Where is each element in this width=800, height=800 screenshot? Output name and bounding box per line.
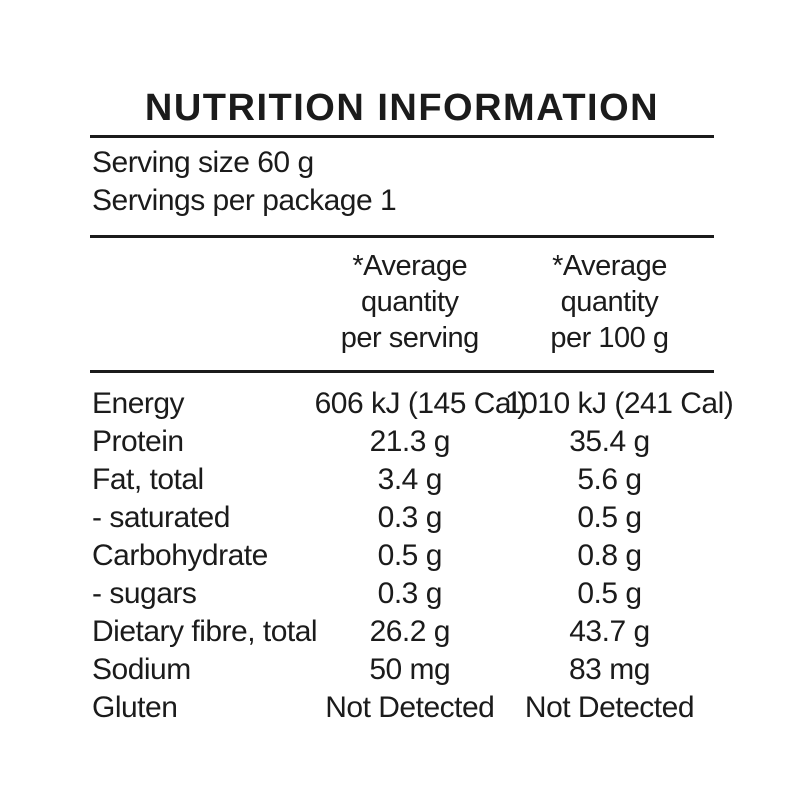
row-label: Fat, total [92, 463, 204, 496]
value-per-100g: 35.4 g [569, 425, 650, 458]
nutrition-panel: NUTRITION INFORMATION Serving size 60 g … [90, 86, 734, 727]
table-row: - sugars 0.3 g 0.5 g [90, 575, 714, 613]
table-row: Carbohydrate 0.5 g 0.8 g [90, 537, 714, 575]
value-per-100g: 5.6 g [577, 463, 642, 496]
row-label: Gluten [92, 691, 178, 724]
table-row: Fat, total 3.4 g 5.6 g [90, 461, 714, 499]
value-per-serving: 50 mg [369, 653, 451, 686]
nutrition-rows: Energy 606 kJ (145 Cal) 1010 kJ (241 Cal) P… [90, 373, 734, 727]
value-per-100g: 43.7 g [569, 615, 650, 648]
value-per-serving: 0.3 g [377, 577, 443, 610]
value-per-100g: Not Detected [524, 691, 695, 724]
row-label: Sodium [92, 653, 191, 686]
table-row: - saturated 0.3 g 0.5 g [90, 499, 714, 537]
value-per-100g: 0.8 g [577, 539, 642, 572]
value-per-100g: 0.5 g [577, 577, 642, 610]
value-per-serving: 0.3 g [377, 501, 443, 534]
value-per-100g: 83 mg [569, 653, 650, 686]
value-per-serving: Not Detected [325, 691, 495, 724]
column-header-row: *Average quantity per serving *Average q… [90, 238, 714, 364]
divider-under-title [90, 135, 714, 138]
serving-info: Serving size 60 g Servings per package 1 [90, 138, 714, 227]
servings-per-package-text: Servings per package 1 [92, 184, 397, 217]
column-header-per-serving: *Average quantity per serving [340, 250, 479, 354]
row-label: Energy [92, 387, 185, 420]
row-label: - saturated [92, 501, 230, 534]
value-per-serving: 606 kJ (145 Cal) [314, 387, 528, 420]
table-row: Protein 21.3 g 35.4 g [90, 423, 714, 461]
row-label: - sugars [92, 577, 197, 610]
row-label: Dietary fibre, total [92, 615, 318, 648]
value-per-serving: 21.3 g [369, 425, 451, 458]
table-row: Energy 606 kJ (145 Cal) 1010 kJ (241 Cal) [90, 385, 734, 423]
value-per-100g: 0.5 g [577, 501, 642, 534]
table-row: Sodium 50 mg 83 mg [90, 651, 714, 689]
divider-under-column-headers [90, 370, 714, 373]
table-row: Gluten Not Detected Not Detected [90, 689, 714, 727]
serving-size-text: Serving size 60 g [92, 146, 314, 179]
column-header-per-100g: *Average quantity per 100 g [550, 250, 669, 354]
row-label: Carbohydrate [92, 539, 268, 572]
value-per-100g: 1010 kJ (241 Cal) [504, 387, 734, 420]
divider-under-serving-info [90, 235, 714, 238]
header-spacer [90, 248, 315, 356]
row-label: Protein [92, 425, 184, 458]
value-per-serving: 3.4 g [377, 463, 443, 496]
value-per-serving: 26.2 g [369, 615, 451, 648]
value-per-serving: 0.5 g [377, 539, 443, 572]
panel-title: NUTRITION INFORMATION [144, 87, 660, 129]
table-row: Dietary fibre, total 26.2 g 43.7 g [90, 613, 714, 651]
